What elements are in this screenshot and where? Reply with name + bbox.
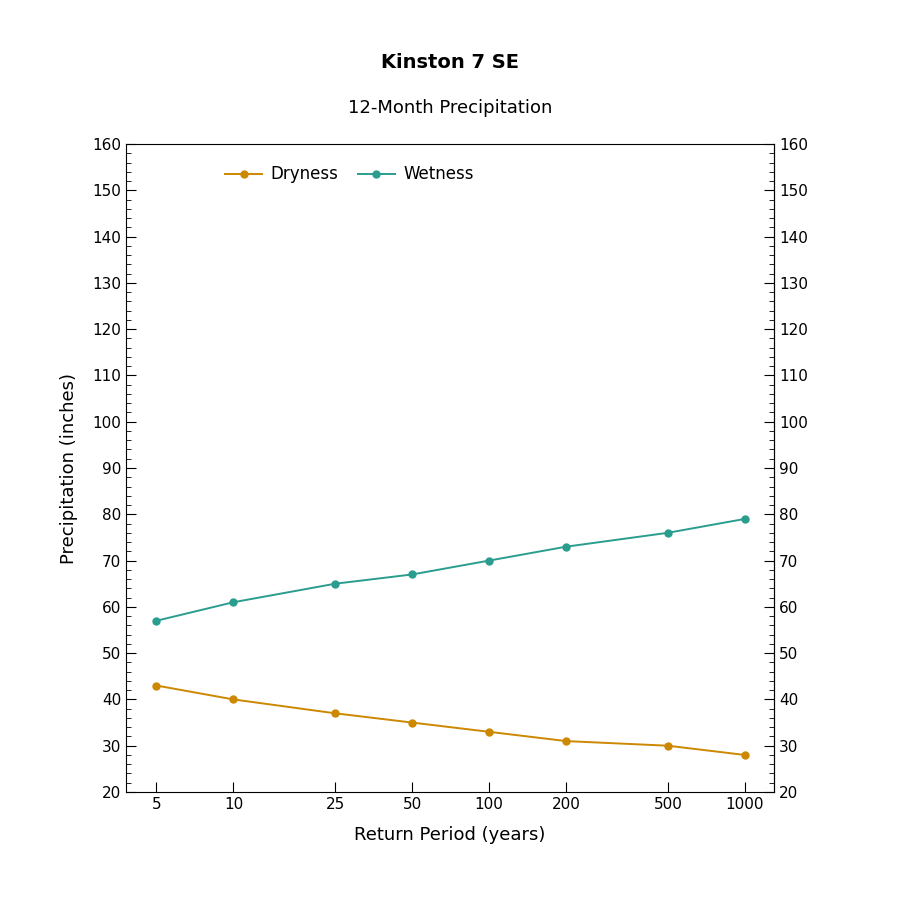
Dryness [662, 741, 673, 751]
Line: Dryness: Dryness [153, 682, 748, 759]
Wetness [151, 616, 162, 626]
Wetness [407, 569, 418, 580]
Wetness [740, 514, 751, 525]
Text: 12-Month Precipitation: 12-Month Precipitation [347, 99, 553, 117]
Dryness [151, 680, 162, 691]
Y-axis label: Precipitation (inches): Precipitation (inches) [60, 373, 78, 563]
Wetness [228, 597, 238, 608]
Dryness [329, 708, 340, 719]
Wetness [329, 579, 340, 590]
Dryness [228, 694, 238, 705]
Wetness [561, 541, 572, 552]
Line: Wetness: Wetness [153, 516, 748, 625]
Wetness [484, 555, 495, 566]
X-axis label: Return Period (years): Return Period (years) [355, 826, 545, 844]
Text: Kinston 7 SE: Kinston 7 SE [381, 53, 519, 73]
Dryness [484, 726, 495, 737]
Wetness [662, 527, 673, 538]
Dryness [407, 717, 418, 728]
Legend: Dryness, Wetness: Dryness, Wetness [219, 158, 481, 190]
Dryness [740, 750, 751, 760]
Dryness [561, 735, 572, 746]
